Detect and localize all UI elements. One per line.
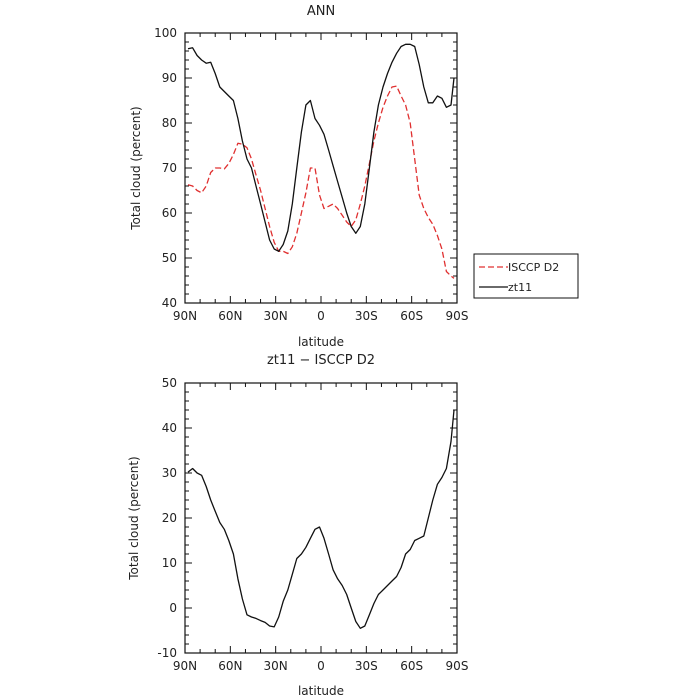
y-tick-label: 20 (162, 511, 177, 525)
y-tick-label: 10 (162, 556, 177, 570)
series-line (187, 409, 455, 629)
y-tick-label: 100 (154, 26, 177, 40)
x-tick-label: 90N (173, 309, 197, 323)
x-tick-label: 30S (355, 659, 378, 673)
plot-frame (184, 382, 458, 654)
x-tick-label: 90N (173, 659, 197, 673)
x-tick-label: 30S (355, 309, 378, 323)
legend-label: ISCCP D2 (508, 261, 559, 274)
y-axis-label: Total cloud (percent) (129, 106, 143, 230)
y-tick-label: 80 (162, 116, 177, 130)
y-tick-label: 40 (162, 296, 177, 310)
legend: ISCCP D2 zt11 (473, 253, 579, 299)
y-tick-label: 60 (162, 206, 177, 220)
x-tick-label: 60S (400, 659, 423, 673)
bottom-panel: 90N 60N 30N 0 30S 60S 90S -10 0 10 20 30 40 50 zt11 − … (127, 353, 468, 698)
y-tick-label: 0 (169, 601, 177, 615)
x-tick-label: 30N (264, 309, 288, 323)
x-tick-label: 60S (400, 309, 423, 323)
y-tick-label: 50 (162, 251, 177, 265)
top-panel: 90N 60N 30N 0 30S 60S 90S 40 50 60 70 80 90 100 ANN lat… (129, 4, 579, 349)
x-axis-label: latitude (298, 684, 344, 698)
x-axis-label: latitude (298, 335, 344, 349)
chart-title: zt11 − ISCCP D2 (267, 353, 375, 368)
y-tick-label: -10 (157, 646, 177, 660)
x-tick-label: 90S (446, 309, 469, 323)
x-tick-label: 60N (218, 309, 242, 323)
chart-title: ANN (307, 4, 335, 19)
y-tick-label: 90 (162, 71, 177, 85)
legend-box (473, 253, 579, 299)
legend-label: zt11 (508, 281, 532, 294)
x-tick-label: 60N (218, 659, 242, 673)
y-tick-label: 70 (162, 161, 177, 175)
x-tick-label: 30N (264, 659, 288, 673)
series-line-isccp-d2 (187, 85, 455, 279)
y-tick-label: 50 (162, 376, 177, 390)
y-tick-label: 30 (162, 466, 177, 480)
y-axis-label: Total cloud (percent) (127, 456, 141, 580)
x-tick-label: 90S (446, 659, 469, 673)
x-tick-label: 0 (317, 309, 325, 323)
y-tick-label: 40 (162, 421, 177, 435)
series-line-zt11 (187, 43, 455, 252)
x-tick-label: 0 (317, 659, 325, 673)
